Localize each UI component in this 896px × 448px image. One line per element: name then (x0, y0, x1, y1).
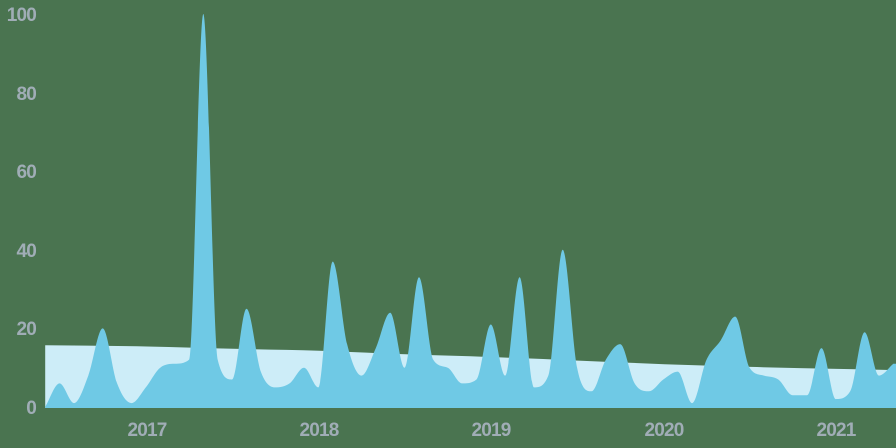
x-axis-tick-label: 2021 (816, 420, 856, 441)
y-axis-tick-label: 60 (16, 162, 36, 183)
x-axis-tick-label: 2018 (299, 420, 338, 441)
y-axis-tick-label: 100 (7, 5, 37, 26)
x-axis: 2017 2018 2019 2020 2021 (127, 420, 857, 441)
x-axis-tick-label: 2019 (471, 420, 510, 441)
y-axis-tick-label: 40 (16, 241, 36, 262)
x-axis-tick-label: 2017 (127, 420, 166, 441)
x-axis-tick-label: 2020 (644, 420, 683, 441)
y-axis-tick-label: 0 (26, 398, 36, 419)
y-axis-tick-label: 20 (16, 319, 36, 340)
y-axis: 0 20 40 60 80 100 (7, 5, 37, 419)
y-axis-tick-label: 80 (16, 84, 36, 105)
